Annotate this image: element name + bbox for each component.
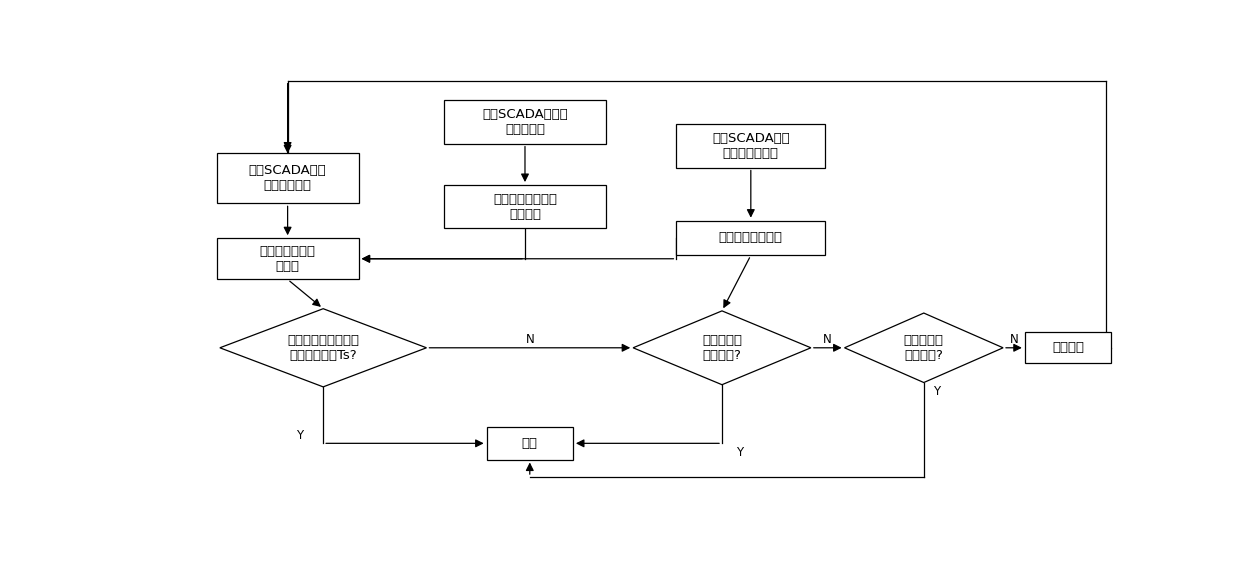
Bar: [217, 153, 358, 204]
Text: 提取监测数据特
征参数: 提取监测数据特 征参数: [259, 245, 316, 273]
Text: Y: Y: [735, 446, 743, 459]
Text: Y: Y: [295, 429, 303, 442]
Bar: [676, 124, 826, 168]
Text: 继续采集: 继续采集: [1052, 341, 1084, 354]
Text: N: N: [1009, 333, 1018, 346]
Text: 偏差趋势是
否不正常?: 偏差趋势是 否不正常?: [904, 334, 944, 362]
Bar: [676, 221, 826, 255]
Text: N: N: [823, 333, 832, 346]
Text: 机组SCADA系统
风速与功率数据: 机组SCADA系统 风速与功率数据: [712, 132, 790, 160]
Text: 机组SCADA系统
在线监测数据: 机组SCADA系统 在线监测数据: [249, 165, 326, 192]
Text: 偏差值是否
超过阈值?: 偏差值是否 超过阈值?: [702, 334, 742, 362]
Text: Y: Y: [934, 385, 940, 398]
Text: 特征参数回归模型: 特征参数回归模型: [719, 231, 782, 244]
Text: 数据预处理及特征
参数提取: 数据预处理及特征 参数提取: [494, 193, 557, 221]
Polygon shape: [219, 309, 427, 387]
Polygon shape: [634, 311, 811, 385]
Text: 机组SCADA系统历
史监测数据: 机组SCADA系统历 史监测数据: [482, 108, 568, 136]
Bar: [444, 100, 605, 144]
Bar: [1024, 332, 1111, 363]
Text: 输入数据是否超过警
戒线并且持续Ts?: 输入数据是否超过警 戒线并且持续Ts?: [288, 334, 360, 362]
Text: N: N: [526, 333, 534, 346]
Bar: [444, 185, 605, 228]
Bar: [486, 427, 573, 460]
Polygon shape: [844, 313, 1003, 382]
Bar: [217, 238, 358, 279]
Text: 报警: 报警: [522, 437, 538, 450]
